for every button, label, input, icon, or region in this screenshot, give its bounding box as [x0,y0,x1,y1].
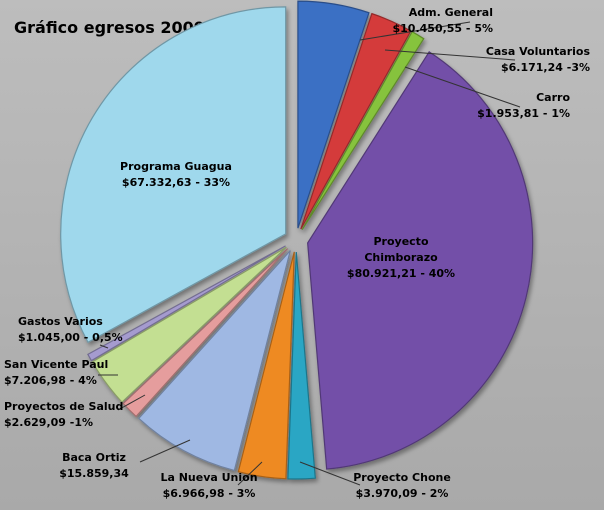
slice-label-value: $67.332,63 - 33% [122,176,230,189]
leader-line [139,439,191,463]
pie-slice-programa-guagua [60,6,287,344]
leader-lines [98,21,521,486]
slice-label: Proyectos de Salud $2.629,09 -1% [4,400,123,429]
leader-line [359,21,471,41]
slice-label-value: $10.450,55 - 5% [393,22,494,35]
slice-label-value: $6.171,24 -3% [501,61,590,74]
pie-slice-adm-general [297,0,370,229]
slice-label-name: Programa Guagua [120,160,232,173]
slice-label-value: $80.921,21 - 40% [347,267,455,280]
pie-slice-casa-voluntarios [300,12,412,230]
pie-slice-proyectos-de-salud [122,248,289,418]
leader-line [117,394,146,411]
slice-label: San Vicente Paul $7.206,98 - 4% [4,358,108,387]
pie-slice-gastos-varios [87,245,286,362]
slice-label-name: San Vicente Paul [4,358,108,371]
slice-label-name: La Nueva Union [160,471,257,484]
pie-slice-san-vicente-paul [91,246,287,403]
slice-label: Gastos Varios $1.045,00 - 0,5% [18,315,123,344]
slice-label-value: $1.953,81 - 1% [477,107,570,120]
slice-label-name: Adm. General [409,6,493,19]
pie-slice-la-nueva-union [237,251,295,480]
slice-label-name: Carro [536,91,570,104]
slice-label-name: Proyecto Chone [353,471,451,484]
slice-label-name: Proyectos de Salud [4,400,123,413]
slice-label-value: $2.629,09 -1% [4,416,93,429]
slice-label: Proyecto Chone $3.970,09 - 2% [353,471,451,500]
slice-label: Casa Voluntarios $6.171,24 -3% [486,45,591,74]
pie-slices [60,0,534,480]
slice-label: Programa Guagua $67.332,63 - 33% [120,160,232,189]
slice-label-value: $1.045,00 - 0,5% [18,331,123,344]
slice-label-value: $7.206,98 - 4% [4,374,97,387]
chart-title: Gráfico egresos 2009 [14,18,205,37]
slice-label-name: Casa Voluntarios [486,45,591,58]
slice-label-value: $15.859,34 [59,467,129,480]
pie-slice-proyecto-chone [287,251,316,480]
slice-label-value: $6.966,98 - 3% [163,487,256,500]
slice-label-name: Chimborazo [364,251,438,264]
pie-slice-baca-ortiz [137,250,291,472]
slice-label-name: Proyecto [373,235,428,248]
slice-label: Carro $1.953,81 - 1% [477,91,570,120]
slice-label: Baca Ortiz $15.859,34 [59,451,129,480]
leader-line [99,344,109,349]
slice-labels: Adm. General $10.450,55 - 5% Casa Voluntar… [4,6,590,500]
leader-line [384,49,516,61]
leader-line [237,461,263,486]
slice-label-name: Gastos Varios [18,315,103,328]
slice-label-name: Baca Ortiz [62,451,126,464]
slice-label: Adm. General $10.450,55 - 5% [393,6,494,35]
leader-line [404,66,521,108]
slice-label: Proyecto Chimborazo $80.921,21 - 40% [347,235,455,280]
leader-line [299,461,361,486]
slice-label: La Nueva Union $6.966,98 - 3% [160,471,257,500]
slice-label-value: $3.970,09 - 2% [356,487,449,500]
pie-slice-proyecto-chimborazo [307,51,534,470]
